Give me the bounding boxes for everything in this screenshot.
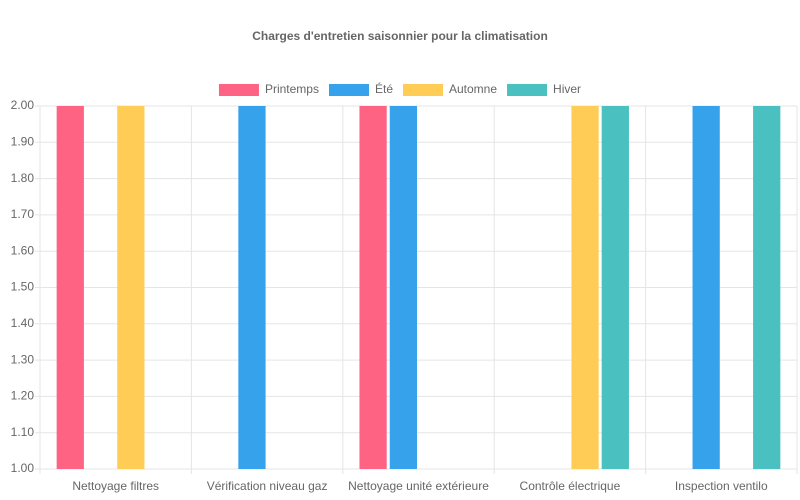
bar <box>238 106 266 469</box>
y-tick-label: 1.60 <box>11 243 35 257</box>
x-tick-label: Nettoyage unité extérieure <box>348 479 489 493</box>
y-tick-label: 1.40 <box>11 316 35 330</box>
x-tick-label: Vérification niveau gaz <box>207 479 328 493</box>
bar <box>571 106 599 469</box>
legend-swatch <box>403 84 443 96</box>
x-tick-label: Contrôle électrique <box>520 479 621 493</box>
legend-label: Automne <box>449 82 497 96</box>
legend-swatch <box>218 84 259 96</box>
y-tick-label: 1.30 <box>11 352 35 366</box>
y-tick-label: 1.10 <box>11 425 35 439</box>
bar <box>117 106 145 469</box>
y-tick-label: 1.90 <box>11 134 35 148</box>
bar <box>389 106 417 469</box>
chart-title: Charges d'entretien saisonnier pour la c… <box>252 29 548 43</box>
bar <box>359 106 387 469</box>
y-tick-label: 2.00 <box>11 98 35 112</box>
bar <box>56 106 84 469</box>
bar <box>692 106 720 469</box>
y-tick-label: 1.70 <box>11 207 35 221</box>
legend-label: Été <box>375 81 393 96</box>
bar <box>753 106 781 469</box>
y-tick-label: 1.50 <box>11 280 35 294</box>
legend-label: Hiver <box>553 82 581 96</box>
y-tick-label: 1.20 <box>11 389 35 403</box>
x-tick-label: Inspection ventilo <box>675 479 768 493</box>
x-tick-label: Nettoyage filtres <box>72 479 159 493</box>
legend-label: Printemps <box>265 82 319 96</box>
bar <box>601 106 629 469</box>
y-tick-label: 1.80 <box>11 171 35 185</box>
y-tick-label: 1.00 <box>11 461 35 475</box>
legend-swatch <box>507 84 548 96</box>
legend-swatch <box>328 84 369 96</box>
